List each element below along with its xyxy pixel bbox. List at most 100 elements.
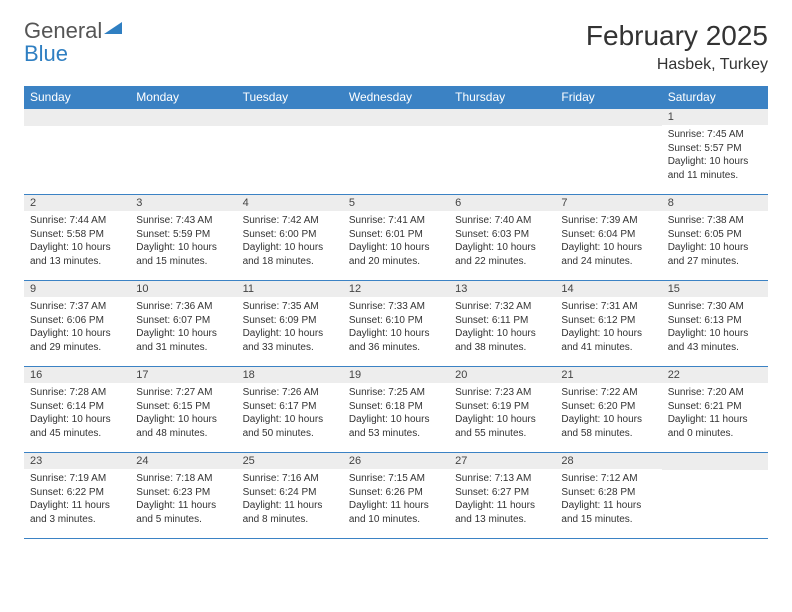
daylight-text: Daylight: 10 hours and 55 minutes.	[455, 413, 549, 440]
calendar-day-cell: 16Sunrise: 7:28 AMSunset: 6:14 PMDayligh…	[24, 367, 130, 453]
calendar-day-cell: 3Sunrise: 7:43 AMSunset: 5:59 PMDaylight…	[130, 195, 236, 281]
sunset-text: Sunset: 6:20 PM	[561, 400, 655, 414]
day-details: Sunrise: 7:19 AMSunset: 6:22 PMDaylight:…	[24, 469, 130, 529]
calendar-day-cell: 8Sunrise: 7:38 AMSunset: 6:05 PMDaylight…	[662, 195, 768, 281]
day-number: 8	[662, 195, 768, 211]
sunrise-text: Sunrise: 7:36 AM	[136, 300, 230, 314]
day-number: 9	[24, 281, 130, 297]
sunset-text: Sunset: 6:15 PM	[136, 400, 230, 414]
daylight-text: Daylight: 10 hours and 48 minutes.	[136, 413, 230, 440]
calendar-day-cell: 15Sunrise: 7:30 AMSunset: 6:13 PMDayligh…	[662, 281, 768, 367]
weekday-header: Wednesday	[343, 86, 449, 109]
logo-sail-icon	[104, 20, 124, 41]
sunset-text: Sunset: 6:22 PM	[30, 486, 124, 500]
day-number: 7	[555, 195, 661, 211]
sunrise-text: Sunrise: 7:12 AM	[561, 472, 655, 486]
empty-day-bar	[343, 109, 449, 126]
sunset-text: Sunset: 6:10 PM	[349, 314, 443, 328]
day-number: 28	[555, 453, 661, 469]
daylight-text: Daylight: 10 hours and 41 minutes.	[561, 327, 655, 354]
calendar-day-cell: 24Sunrise: 7:18 AMSunset: 6:23 PMDayligh…	[130, 453, 236, 539]
sunrise-text: Sunrise: 7:38 AM	[668, 214, 762, 228]
day-details: Sunrise: 7:23 AMSunset: 6:19 PMDaylight:…	[449, 383, 555, 443]
daylight-text: Daylight: 10 hours and 24 minutes.	[561, 241, 655, 268]
day-details: Sunrise: 7:31 AMSunset: 6:12 PMDaylight:…	[555, 297, 661, 357]
day-details: Sunrise: 7:13 AMSunset: 6:27 PMDaylight:…	[449, 469, 555, 529]
daylight-text: Daylight: 10 hours and 36 minutes.	[349, 327, 443, 354]
sunrise-text: Sunrise: 7:26 AM	[243, 386, 337, 400]
day-details: Sunrise: 7:30 AMSunset: 6:13 PMDaylight:…	[662, 297, 768, 357]
day-details: Sunrise: 7:32 AMSunset: 6:11 PMDaylight:…	[449, 297, 555, 357]
daylight-text: Daylight: 10 hours and 43 minutes.	[668, 327, 762, 354]
day-details: Sunrise: 7:37 AMSunset: 6:06 PMDaylight:…	[24, 297, 130, 357]
daylight-text: Daylight: 11 hours and 15 minutes.	[561, 499, 655, 526]
brand-logo: General Blue	[24, 20, 124, 66]
sunrise-text: Sunrise: 7:32 AM	[455, 300, 549, 314]
sunrise-text: Sunrise: 7:35 AM	[243, 300, 337, 314]
calendar-day-cell: 14Sunrise: 7:31 AMSunset: 6:12 PMDayligh…	[555, 281, 661, 367]
logo-text-block: General Blue	[24, 20, 124, 66]
daylight-text: Daylight: 10 hours and 31 minutes.	[136, 327, 230, 354]
day-number: 18	[237, 367, 343, 383]
day-number: 1	[662, 109, 768, 125]
sunrise-text: Sunrise: 7:22 AM	[561, 386, 655, 400]
calendar-day-cell: 1Sunrise: 7:45 AMSunset: 5:57 PMDaylight…	[662, 109, 768, 195]
sunrise-text: Sunrise: 7:16 AM	[243, 472, 337, 486]
daylight-text: Daylight: 10 hours and 22 minutes.	[455, 241, 549, 268]
calendar-day-cell: 9Sunrise: 7:37 AMSunset: 6:06 PMDaylight…	[24, 281, 130, 367]
calendar-week-row: 23Sunrise: 7:19 AMSunset: 6:22 PMDayligh…	[24, 453, 768, 539]
day-details: Sunrise: 7:39 AMSunset: 6:04 PMDaylight:…	[555, 211, 661, 271]
calendar-table: Sunday Monday Tuesday Wednesday Thursday…	[24, 86, 768, 539]
day-details: Sunrise: 7:28 AMSunset: 6:14 PMDaylight:…	[24, 383, 130, 443]
sunset-text: Sunset: 6:11 PM	[455, 314, 549, 328]
day-number: 26	[343, 453, 449, 469]
day-details: Sunrise: 7:44 AMSunset: 5:58 PMDaylight:…	[24, 211, 130, 271]
sunset-text: Sunset: 6:05 PM	[668, 228, 762, 242]
day-number: 11	[237, 281, 343, 297]
sunrise-text: Sunrise: 7:23 AM	[455, 386, 549, 400]
day-number: 12	[343, 281, 449, 297]
calendar-day-cell: 18Sunrise: 7:26 AMSunset: 6:17 PMDayligh…	[237, 367, 343, 453]
calendar-day-cell	[24, 109, 130, 195]
calendar-day-cell: 6Sunrise: 7:40 AMSunset: 6:03 PMDaylight…	[449, 195, 555, 281]
daylight-text: Daylight: 10 hours and 38 minutes.	[455, 327, 549, 354]
sunset-text: Sunset: 6:07 PM	[136, 314, 230, 328]
weekday-header: Sunday	[24, 86, 130, 109]
sunset-text: Sunset: 6:28 PM	[561, 486, 655, 500]
sunrise-text: Sunrise: 7:31 AM	[561, 300, 655, 314]
calendar-week-row: 1Sunrise: 7:45 AMSunset: 5:57 PMDaylight…	[24, 109, 768, 195]
daylight-text: Daylight: 11 hours and 5 minutes.	[136, 499, 230, 526]
sunset-text: Sunset: 6:06 PM	[30, 314, 124, 328]
sunrise-text: Sunrise: 7:30 AM	[668, 300, 762, 314]
header-right: February 2025 Hasbek, Turkey	[586, 20, 768, 74]
calendar-day-cell: 13Sunrise: 7:32 AMSunset: 6:11 PMDayligh…	[449, 281, 555, 367]
daylight-text: Daylight: 11 hours and 0 minutes.	[668, 413, 762, 440]
daylight-text: Daylight: 10 hours and 45 minutes.	[30, 413, 124, 440]
sunrise-text: Sunrise: 7:37 AM	[30, 300, 124, 314]
day-number: 15	[662, 281, 768, 297]
daylight-text: Daylight: 10 hours and 33 minutes.	[243, 327, 337, 354]
calendar-day-cell: 12Sunrise: 7:33 AMSunset: 6:10 PMDayligh…	[343, 281, 449, 367]
empty-day-bar	[555, 109, 661, 126]
day-number: 20	[449, 367, 555, 383]
logo-text-blue: Blue	[24, 41, 68, 66]
sunset-text: Sunset: 5:58 PM	[30, 228, 124, 242]
sunrise-text: Sunrise: 7:42 AM	[243, 214, 337, 228]
day-number: 13	[449, 281, 555, 297]
day-number: 21	[555, 367, 661, 383]
sunrise-text: Sunrise: 7:13 AM	[455, 472, 549, 486]
sunset-text: Sunset: 6:27 PM	[455, 486, 549, 500]
daylight-text: Daylight: 10 hours and 15 minutes.	[136, 241, 230, 268]
sunset-text: Sunset: 6:23 PM	[136, 486, 230, 500]
calendar-day-cell: 4Sunrise: 7:42 AMSunset: 6:00 PMDaylight…	[237, 195, 343, 281]
day-number: 10	[130, 281, 236, 297]
daylight-text: Daylight: 10 hours and 11 minutes.	[668, 155, 762, 182]
sunrise-text: Sunrise: 7:27 AM	[136, 386, 230, 400]
day-number: 14	[555, 281, 661, 297]
calendar-body: 1Sunrise: 7:45 AMSunset: 5:57 PMDaylight…	[24, 109, 768, 539]
day-number: 17	[130, 367, 236, 383]
month-title: February 2025	[586, 20, 768, 52]
sunset-text: Sunset: 6:21 PM	[668, 400, 762, 414]
empty-day-bar	[237, 109, 343, 126]
day-details: Sunrise: 7:43 AMSunset: 5:59 PMDaylight:…	[130, 211, 236, 271]
